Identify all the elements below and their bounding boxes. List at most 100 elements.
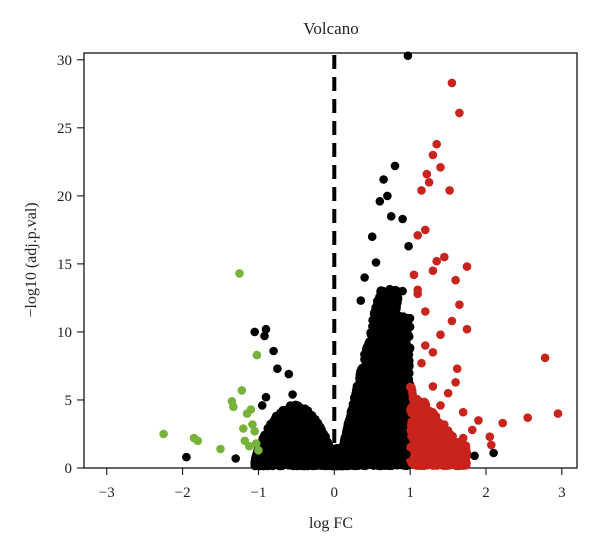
cluster-point [458,458,468,467]
cluster-point [302,445,312,454]
data-point [452,364,462,374]
cluster-point [279,421,289,430]
cluster-point [408,389,417,399]
cluster-point [250,457,260,467]
cluster-point [371,306,380,315]
cluster-point [358,419,368,429]
data-point [458,433,468,443]
cluster-point [404,361,414,370]
cluster-point [392,435,402,445]
data-point [261,392,271,402]
data-point [421,341,430,350]
cluster-point [435,450,445,460]
cluster-point [282,430,291,439]
y-axis-title: −log10 (adj.p.val) [23,202,40,317]
cluster-point [401,349,411,359]
data-point [422,169,432,179]
cluster-point [396,401,405,410]
cluster-point [361,358,371,368]
cluster-point [386,461,395,470]
cluster-point [270,420,280,429]
cluster-point [387,324,397,334]
cluster-point [296,404,305,413]
data-point [462,262,472,271]
data-point [402,450,411,459]
data-point [284,369,294,379]
cluster-point [394,450,404,459]
cluster-point [360,458,369,468]
data-point [455,300,464,310]
data-point [489,448,498,458]
cluster-point [386,402,396,412]
data-point [360,273,369,282]
data-point [417,186,426,195]
cluster-point [386,336,396,345]
y-tick-label: 10 [57,325,72,341]
x-axis-title: log FC [309,515,353,532]
cluster-point [392,304,401,314]
data-point [386,212,396,221]
y-tick-label: 0 [65,461,73,477]
cluster-point [259,435,269,445]
data-point [447,78,457,88]
data-point [235,269,244,278]
data-point [239,424,248,433]
cluster-point [405,382,415,392]
cluster-point [304,411,314,421]
data-point [553,409,563,418]
cluster-point [371,354,381,363]
cluster-point [312,429,321,439]
data-point [159,429,168,439]
cluster-point [379,306,389,315]
data-point [229,402,238,412]
cluster-point [284,404,294,414]
x-tick-label: 0 [331,485,339,501]
cluster-point [398,422,407,431]
points-layer [159,51,563,471]
cluster-point [417,461,427,470]
data-point [260,331,269,341]
cluster-point [443,461,452,470]
data-point [523,413,532,423]
data-point [436,163,445,172]
cluster-point [348,442,358,452]
data-point [458,407,468,417]
cluster-point [383,380,393,390]
data-point [246,405,256,414]
data-point [193,436,203,446]
data-point [428,150,438,160]
cluster-point [384,443,394,453]
cluster-point [376,326,385,335]
cluster-point [266,436,276,446]
cluster-point [304,437,314,446]
cluster-point [361,411,370,420]
data-point [257,401,267,410]
data-point [245,441,254,451]
data-point [375,197,385,206]
y-axis-ticks: 0 5 10 15 20 25 30 [57,53,84,477]
cluster-point [377,380,386,390]
cluster-point [365,382,374,391]
x-tick-label: −1 [250,485,266,501]
cluster-point [362,428,372,437]
data-point [443,388,453,398]
data-point [398,286,407,296]
data-point [455,108,464,118]
data-point [237,386,247,395]
x-tick-label: −2 [175,485,191,501]
data-point [421,307,430,316]
cluster-point [448,432,458,441]
data-point [403,51,413,60]
x-tick-label: 1 [406,485,414,501]
cluster-point [377,419,386,429]
data-point [273,364,282,374]
cluster-point [300,425,309,435]
cluster-point [346,413,355,422]
data-point [404,241,413,251]
data-point [216,444,225,454]
data-point [182,452,191,462]
data-point [417,358,426,368]
cluster-point [378,343,388,352]
data-point [462,324,472,334]
cluster-point [398,456,408,466]
